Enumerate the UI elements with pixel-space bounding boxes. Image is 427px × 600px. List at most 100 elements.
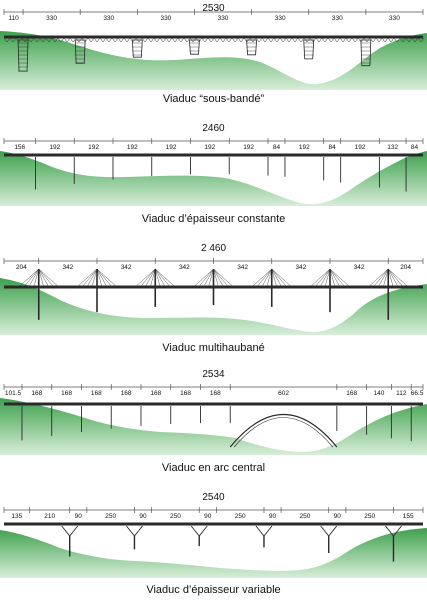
- stay-cable: [271, 268, 282, 288]
- span-label: 342: [121, 264, 132, 271]
- y-pier-head: [126, 525, 143, 537]
- total-length: 2530: [202, 3, 225, 14]
- stay-cable: [96, 268, 118, 288]
- stay-cable: [193, 268, 214, 288]
- stay-cable: [388, 268, 394, 288]
- panel-epaisseur-variable: 2540 135 210 90 250 90 250 90 250 90 250 90 250 155: [0, 492, 427, 578]
- caption-arc-central: Viaduc en arc central: [161, 462, 266, 474]
- y-pier-head: [190, 525, 208, 537]
- span-label: 90: [204, 513, 212, 520]
- stay-cable: [140, 268, 156, 288]
- span-label: 330: [103, 15, 114, 22]
- stay-cable: [203, 268, 214, 288]
- stay-cable: [38, 268, 59, 288]
- ground-terrain: [0, 398, 427, 455]
- span-label: 192: [355, 144, 366, 151]
- span-label: 90: [334, 513, 342, 520]
- span-label: 250: [364, 513, 375, 520]
- panel-sous-bande: 2530 110 330 330 330 330 330 330 330: [0, 3, 427, 90]
- span-label: 132: [387, 144, 398, 151]
- stay-cable: [96, 268, 103, 288]
- stay-cable: [251, 268, 272, 288]
- span-label: 342: [179, 264, 190, 271]
- under-truss: [3, 37, 425, 43]
- span-label: 135: [11, 513, 22, 520]
- stay-cable: [266, 268, 272, 288]
- span-label: 90: [269, 513, 277, 520]
- y-pier-head: [255, 525, 273, 537]
- lattice-pier: [303, 39, 315, 60]
- stay-cable: [155, 268, 161, 288]
- y-pier-head: [61, 525, 79, 537]
- lattice-pier: [131, 39, 143, 58]
- stay-cable: [378, 268, 389, 288]
- total-length: 2 460: [201, 243, 226, 254]
- stay-cable: [271, 268, 287, 288]
- stay-cable: [256, 268, 272, 288]
- span-label: 66.5: [411, 390, 424, 397]
- span-label: 84: [273, 144, 281, 151]
- stay-cable: [324, 268, 331, 288]
- stay-cable: [319, 268, 331, 288]
- span-label: 84: [411, 144, 419, 151]
- span-label: 168: [61, 390, 72, 397]
- stay-cable: [314, 268, 331, 288]
- span-label: 342: [354, 264, 365, 271]
- span-label: 168: [121, 390, 132, 397]
- stay-cable: [309, 268, 331, 288]
- span-label: 112: [396, 390, 407, 397]
- stay-cable: [155, 268, 171, 288]
- span-label: 330: [46, 15, 57, 22]
- span-label: 168: [180, 390, 191, 397]
- ground-terrain: [0, 278, 427, 335]
- span-label: 342: [237, 264, 248, 271]
- stay-cable: [271, 268, 277, 288]
- central-arch-inner: [234, 417, 334, 448]
- span-label: 110: [8, 15, 19, 22]
- span-label: 192: [49, 144, 60, 151]
- span-label: 168: [31, 390, 42, 397]
- stay-cable: [329, 268, 346, 288]
- span-label: 140: [374, 390, 385, 397]
- stay-cable: [213, 268, 219, 288]
- stay-cable: [81, 268, 98, 288]
- stay-cable: [96, 268, 108, 288]
- stay-cable: [383, 268, 389, 288]
- central-arch: [229, 414, 338, 448]
- span-label: 330: [332, 15, 343, 22]
- span-label: 192: [127, 144, 138, 151]
- panel-arc-central: 2534 101.5 168 168 168 168 168 168 168 602 168 140 1…: [0, 369, 427, 455]
- span-label: 168: [150, 390, 161, 397]
- stay-cable: [38, 268, 44, 288]
- ground-terrain: [0, 151, 427, 206]
- total-length: 2540: [202, 492, 225, 503]
- span-label: 204: [400, 264, 411, 271]
- stay-cable: [96, 268, 113, 288]
- ground-terrain: [0, 31, 427, 90]
- bridge-deck: [4, 153, 423, 157]
- span-label: 250: [299, 513, 310, 520]
- ground-terrain: [0, 528, 427, 578]
- stay-cable: [198, 268, 214, 288]
- span-label: 168: [346, 390, 357, 397]
- stay-cable: [388, 268, 409, 288]
- span-label: 210: [44, 513, 55, 520]
- caption-sous-bande: Viaduc “sous-bandé”: [162, 93, 265, 105]
- span-label: 342: [295, 264, 306, 271]
- stay-cable: [155, 268, 166, 288]
- bridge-deck: [4, 402, 423, 406]
- stay-cable: [329, 268, 341, 288]
- span-label: 602: [278, 390, 289, 397]
- span-label: 84: [329, 144, 337, 151]
- stay-cable: [373, 268, 389, 288]
- stay-cable: [150, 268, 156, 288]
- stay-cable: [271, 268, 292, 288]
- span-label: 192: [243, 144, 254, 151]
- stay-cable: [91, 268, 98, 288]
- lattice-pier: [189, 39, 200, 55]
- stay-cable: [18, 268, 39, 288]
- span-label: 330: [218, 15, 229, 22]
- span-label: 330: [160, 15, 171, 22]
- caption-epaisseur-variable: Viaduc d’épaisseur variable: [146, 584, 281, 596]
- span-label: 90: [75, 513, 83, 520]
